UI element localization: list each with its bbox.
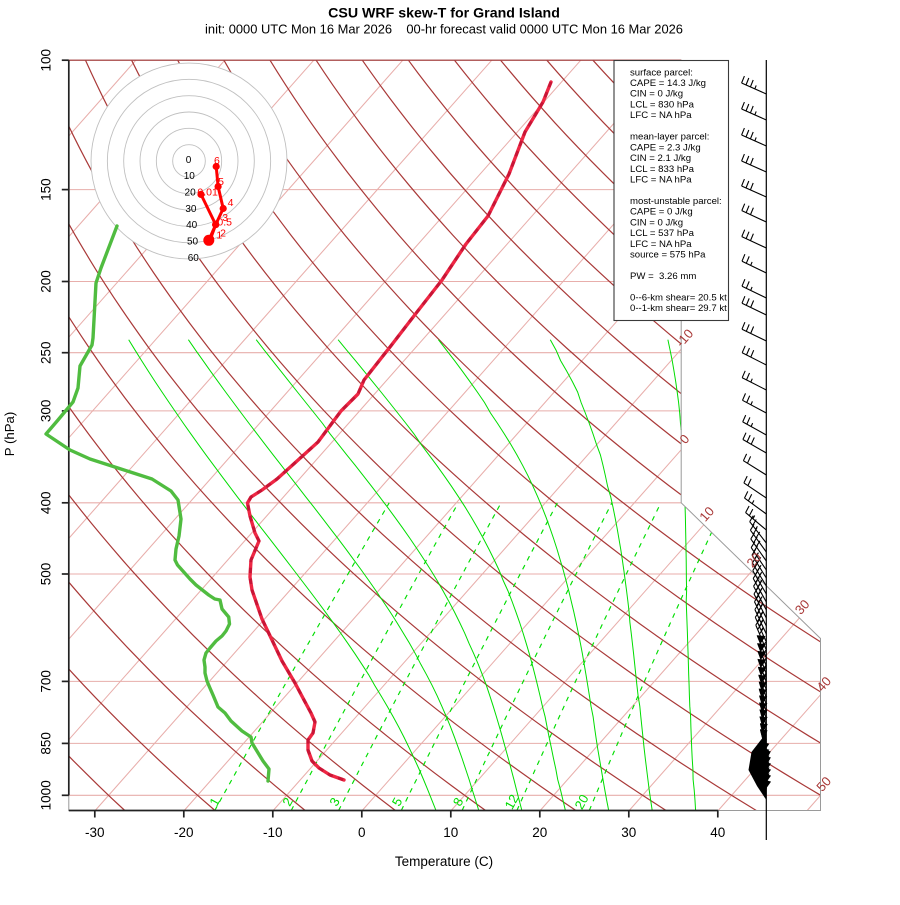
svg-text:LFC = NA hPa: LFC = NA hPa	[630, 239, 692, 250]
svg-text:400: 400	[39, 492, 54, 515]
svg-text:30: 30	[185, 204, 197, 215]
svg-text:CIN = 0 J/kg: CIN = 0 J/kg	[630, 89, 683, 100]
svg-text:1000: 1000	[39, 780, 54, 810]
svg-text:20: 20	[532, 825, 547, 840]
svg-text:LCL = 830 hPa: LCL = 830 hPa	[630, 100, 695, 111]
svg-text:-30: -30	[85, 825, 105, 840]
svg-text:12: 12	[501, 792, 521, 812]
svg-text:250: 250	[39, 341, 54, 364]
svg-text:CAPE = 0 J/kg: CAPE = 0 J/kg	[630, 207, 693, 218]
svg-text:6: 6	[214, 155, 220, 167]
svg-text:LCL = 833 hPa: LCL = 833 hPa	[630, 164, 695, 175]
svg-text:surface parcel:: surface parcel:	[630, 67, 693, 78]
svg-text:-20: -20	[174, 825, 194, 840]
svg-text:LFC = NA hPa: LFC = NA hPa	[630, 175, 692, 186]
svg-text:most-unstable parcel:: most-unstable parcel:	[630, 196, 722, 207]
svg-text:100: 100	[39, 49, 54, 72]
svg-text:10: 10	[443, 825, 458, 840]
svg-text:0: 0	[358, 825, 366, 840]
svg-text:850: 850	[39, 732, 54, 755]
svg-text:1: 1	[216, 229, 222, 241]
svg-text:50: 50	[187, 237, 199, 248]
svg-text:150: 150	[39, 178, 54, 201]
svg-text:init: 0000 UTC Mon 16 Mar 2026: init: 0000 UTC Mon 16 Mar 2026 00-hr for…	[205, 22, 683, 37]
svg-text:CIN = 0 J/kg: CIN = 0 J/kg	[630, 217, 683, 228]
svg-text:200: 200	[39, 270, 54, 293]
svg-text:0--6-km shear= 20.5 kt: 0--6-km shear= 20.5 kt	[630, 292, 727, 303]
svg-text:5: 5	[218, 176, 224, 188]
svg-text:CSU WRF skew-T for Grand Islan: CSU WRF skew-T for Grand Island	[328, 6, 560, 22]
svg-text:LFC = NA hPa: LFC = NA hPa	[630, 110, 692, 121]
svg-text:30: 30	[621, 825, 636, 840]
svg-text:300: 300	[39, 400, 54, 423]
svg-text:0.01: 0.01	[197, 186, 218, 198]
svg-text:CAPE = 14.3 J/kg: CAPE = 14.3 J/kg	[630, 78, 706, 89]
svg-text:CAPE = 2.3 J/kg: CAPE = 2.3 J/kg	[630, 142, 701, 153]
svg-text:4: 4	[228, 197, 234, 209]
svg-text:0.5: 0.5	[217, 217, 232, 229]
svg-text:500: 500	[39, 563, 54, 586]
svg-text:CIN = 2.1 J/kg: CIN = 2.1 J/kg	[630, 153, 691, 164]
svg-text:40: 40	[710, 825, 725, 840]
svg-text:60: 60	[188, 253, 200, 264]
svg-text:PW = 3.26 mm: PW = 3.26 mm	[630, 271, 696, 282]
svg-text:0--1-km shear= 29.7 kt: 0--1-km shear= 29.7 kt	[630, 303, 727, 314]
svg-text:2: 2	[220, 228, 226, 240]
svg-text:source = 575 hPa: source = 575 hPa	[630, 250, 706, 261]
svg-text:-10: -10	[263, 825, 283, 840]
svg-text:40: 40	[186, 220, 198, 231]
svg-text:10: 10	[184, 171, 196, 182]
svg-text:LCL = 537 hPa: LCL = 537 hPa	[630, 228, 695, 239]
svg-text:3: 3	[222, 212, 228, 224]
svg-text:700: 700	[39, 670, 54, 693]
svg-text:P (hPa): P (hPa)	[2, 412, 17, 456]
svg-text:0: 0	[186, 155, 192, 166]
svg-text:20: 20	[185, 188, 197, 199]
svg-text:20: 20	[571, 792, 591, 812]
svg-text:mean-layer parcel:: mean-layer parcel:	[630, 132, 709, 143]
svg-text:Temperature (C): Temperature (C)	[395, 854, 493, 869]
